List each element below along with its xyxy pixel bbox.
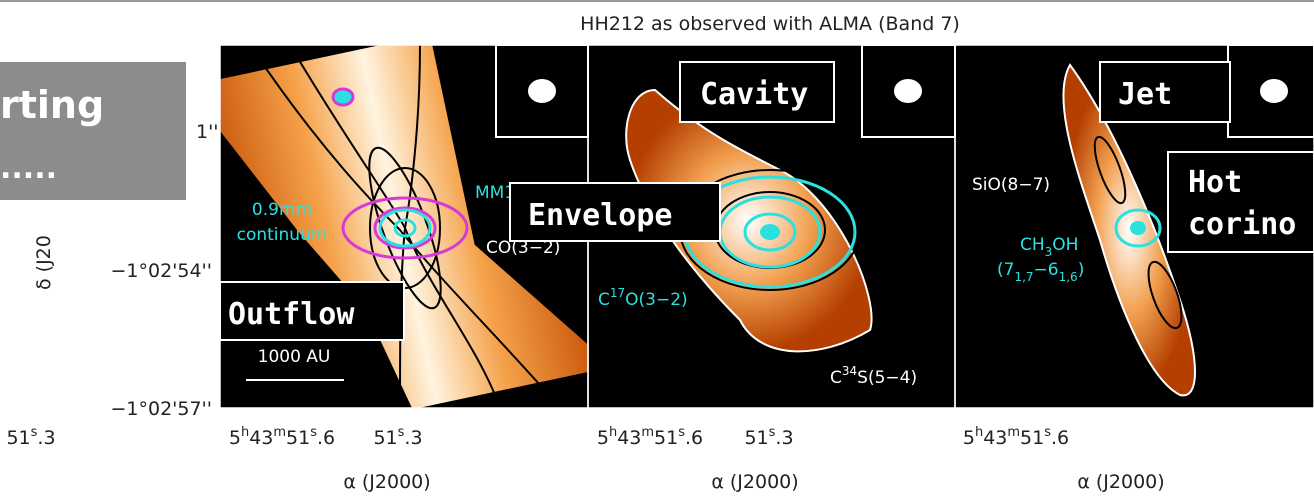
tick-part: .6: [317, 427, 335, 449]
label-box: [679, 61, 835, 123]
box-label: Jet: [1118, 77, 1172, 112]
envelope-map: [625, 88, 873, 353]
tick-part: 51: [744, 427, 768, 449]
tracer-label: (71,7−61,6): [997, 260, 1084, 284]
tick-part: 43: [617, 427, 641, 449]
x-axis-label: α (J2000): [343, 471, 430, 493]
tick-part: 51: [286, 427, 310, 449]
tick-part: 43: [983, 427, 1007, 449]
tick-part: 43: [249, 427, 273, 449]
x-tick-label: 51s.3: [373, 425, 422, 449]
tick-part: s: [769, 425, 776, 440]
jet-map: [1062, 63, 1196, 397]
source-label: MM1: [475, 183, 515, 203]
tick-part: 51: [373, 427, 397, 449]
y-tick-label: −1°02'57'': [110, 398, 212, 420]
continuum-label: continuum: [237, 225, 328, 245]
tracer-label: CH3OH: [1020, 235, 1078, 259]
figure-title: HH212 as observed with ALMA (Band 7): [580, 13, 960, 35]
x-tick-label: 5h43m51s.6: [229, 425, 335, 449]
tick-part: 51: [1020, 427, 1044, 449]
x-axis-label: α (J2000): [1077, 471, 1164, 493]
label-box: [1167, 151, 1314, 253]
tick-part: s: [1044, 425, 1051, 440]
tracer-label: SiO(8−7): [972, 175, 1050, 195]
tick-part: h: [975, 425, 983, 440]
tick-part: 5: [597, 427, 609, 449]
box-label: corino: [1188, 207, 1296, 242]
tick-part: m: [1007, 425, 1020, 440]
tick-part: s: [398, 425, 405, 440]
label-box: [1099, 61, 1231, 123]
y-tick-label: −1°02'54'': [110, 260, 212, 282]
tick-part: 51: [6, 427, 30, 449]
tick-part: .3: [37, 427, 55, 449]
y-tick-label: 1'': [196, 121, 219, 143]
outflow-map: [220, 45, 588, 408]
tick-part: .6: [1051, 427, 1069, 449]
tick-part: s: [678, 425, 685, 440]
tick-part: s: [310, 425, 317, 440]
tracer-label: C17O(3−2): [598, 286, 688, 310]
tracer-label: CO(3−2): [486, 238, 560, 258]
tick-part: 51: [654, 427, 678, 449]
tick-part: 5: [229, 427, 241, 449]
tick-part: 5: [963, 427, 975, 449]
box-label: Cavity: [700, 77, 808, 112]
box-label: Hot: [1188, 165, 1242, 200]
tick-part: m: [641, 425, 654, 440]
x-tick-label: 5h43m51s.6: [963, 425, 1069, 449]
overlay-text: rting: [0, 83, 104, 127]
tick-part: s: [31, 425, 38, 440]
overlay-text: .....: [0, 151, 57, 186]
tick-part: .3: [404, 427, 422, 449]
x-tick-label: 51s.3: [744, 425, 793, 449]
tick-part: h: [609, 425, 617, 440]
tick-part: .3: [775, 427, 793, 449]
tick-part: h: [241, 425, 249, 440]
tracer-label: C34S(5−4): [830, 364, 917, 388]
x-axis-label: α (J2000): [711, 471, 798, 493]
label-box: [219, 281, 405, 341]
continuum-label: 0.9mm: [252, 200, 312, 220]
x-tick-label: 5h43m51s.6: [597, 425, 703, 449]
label-box: [509, 182, 721, 242]
box-label: Outflow: [228, 297, 355, 332]
tick-part: .6: [685, 427, 703, 449]
y-axis-label: δ (J20: [33, 235, 55, 290]
tick-part: m: [273, 425, 286, 440]
envelope-label: Envelope: [528, 198, 673, 233]
overlay-box: [0, 62, 186, 200]
scale-label: 1000 AU: [258, 347, 331, 367]
x-tick-label: 51s.3: [6, 425, 55, 449]
